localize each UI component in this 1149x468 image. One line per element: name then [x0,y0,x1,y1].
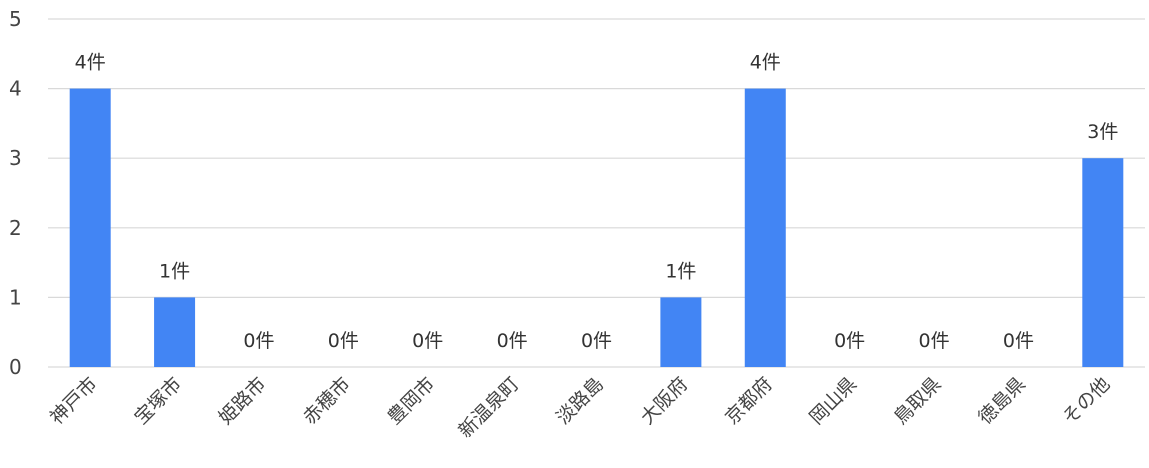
data-label: 0件 [834,330,865,352]
data-label: 0件 [918,330,949,352]
x-tick-label: 宝塚市 [130,373,186,429]
gridlines [48,18,1145,368]
data-label: 0件 [581,330,612,352]
data-label: 0件 [1003,330,1034,352]
y-tick-label: 3 [9,146,22,170]
bars [69,88,1124,367]
data-label: 1件 [159,260,190,282]
x-tick-label: 岡山県 [805,373,861,429]
y-tick-label: 5 [9,7,22,31]
x-tick-label: 豊岡市 [383,373,439,429]
bar [744,88,786,367]
x-tick-label: 鳥取県 [890,373,946,429]
data-label: 1件 [665,260,696,282]
y-tick-label: 4 [9,77,22,101]
bar [154,297,196,367]
x-tick-label: 赤穂市 [299,373,355,429]
x-tick-label: 淡路島 [552,373,608,429]
data-label: 0件 [328,330,359,352]
y-axis-ticks: 0 1 2 3 4 5 [9,7,22,379]
data-label: 3件 [1087,121,1118,143]
x-axis-ticks: 神戸市 宝塚市 姫路市 赤穂市 豊岡市 新温泉町 淡路島 大阪府 京都府 岡山県 鳥取県 徳島県 その他 [46,373,1114,442]
x-tick-label: 新温泉町 [454,373,523,442]
x-tick-label: 姫路市 [215,373,271,429]
x-tick-label: 京都府 [721,373,777,429]
bar [1082,158,1124,367]
bar [660,297,702,367]
y-tick-label: 2 [9,216,22,240]
data-label: 4件 [75,52,106,74]
data-label: 0件 [243,330,274,352]
x-tick-label: その他 [1058,373,1114,429]
bar [69,88,111,367]
data-label: 4件 [750,52,781,74]
data-labels: 4件 1件 0件 0件 0件 0件 0件 1件 4件 0件 0件 0件 3件 [75,52,1119,352]
y-tick-label: 1 [9,285,22,309]
data-label: 0件 [412,330,443,352]
x-tick-label: 大阪府 [637,373,693,429]
data-label: 0件 [497,330,528,352]
x-tick-label: 徳島県 [974,373,1030,429]
x-tick-label: 神戸市 [46,373,102,429]
y-tick-label: 0 [9,355,22,379]
